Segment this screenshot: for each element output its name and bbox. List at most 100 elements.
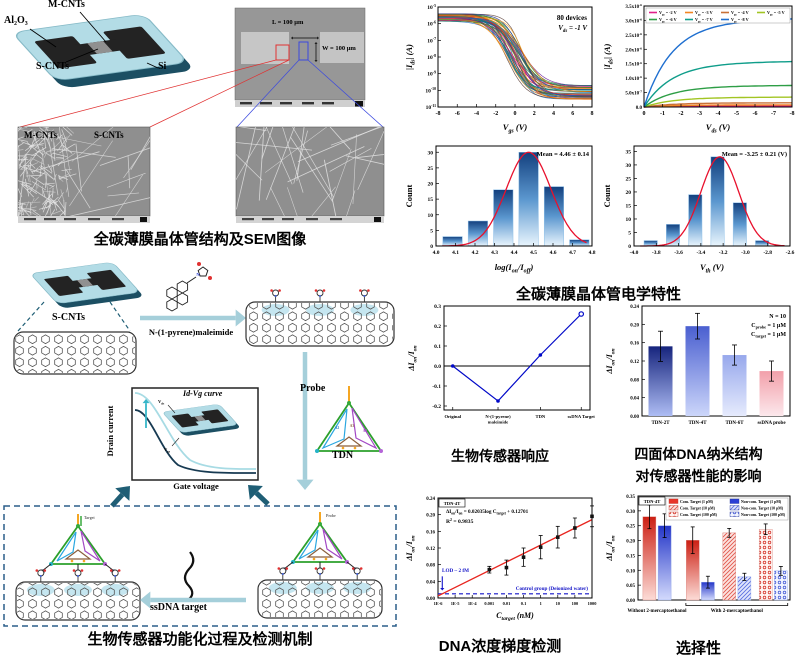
svg-text:Com. Target (100 pM): Com. Target (100 pM) [680,513,718,517]
svg-text:Vgs = -2 V: Vgs = -2 V [659,10,677,16]
channel-width-label: W = 100 μm [322,45,356,52]
svg-text:Vds (V): Vds (V) [706,122,731,134]
svg-text:3.5x10-6: 3.5x10-6 [625,3,642,10]
m-cnts-label: M-CNTs [48,0,85,10]
si-label: Si [158,61,167,72]
svg-text:-3: -3 [697,111,702,117]
svg-text:0.25: 0.25 [626,525,635,530]
svg-text:TDN-4T: TDN-4T [444,501,461,506]
svg-text:0.20: 0.20 [426,514,435,519]
svg-text:Vgs = -8 V: Vgs = -8 V [731,17,749,23]
svg-text:0.00: 0.00 [630,415,639,420]
svg-text:0.0: 0.0 [434,364,441,370]
svg-text:-3.6: -3.6 [674,250,683,256]
svg-text:N-(1-pyrene): N-(1-pyrene) [485,414,511,419]
svg-text:15: 15 [428,197,434,203]
svg-text:0.2: 0.2 [434,324,441,330]
svg-text:A4: A4 [363,429,368,433]
svg-text:With 2-mercaptoethanol: With 2-mercaptoethanol [711,609,764,614]
svg-text:Vgs = -5 V: Vgs = -5 V [767,10,785,16]
svg-text:-3.0: -3.0 [741,250,750,256]
svg-text:1E-4: 1E-4 [468,601,478,606]
schematic-artwork-panel: N Vds Vgs A2 A3 A4 Target Probe [3,7,397,627]
on-off-histogram-chart: 4.0 4.1 4.2 4.3 4.4 4.5 4.6 4.7 4.8 0 5 10 15 20 25 30 M… [402,140,598,284]
svg-text:0: 0 [643,111,646,117]
svg-text:TDN-4T: TDN-4T [644,499,661,504]
svg-text:2: 2 [533,111,536,117]
svg-text:0.30: 0.30 [626,510,635,515]
svg-text:10: 10 [626,217,632,223]
svg-text:1000: 1000 [588,601,598,606]
caption-tdn-line1: 四面体DNA纳米结构 [634,446,763,462]
svg-text:10-5: 10-5 [427,4,436,11]
svg-text:2.0x10-6: 2.0x10-6 [625,46,642,53]
svg-text:-4: -4 [716,111,721,117]
caption-selectivity: 选择性 [675,640,721,657]
svg-text:ΔIon/Ion: ΔIon/Ion [605,348,616,374]
svg-text:A2: A2 [335,426,340,430]
svg-text:Vgs = -3 V: Vgs = -3 V [695,10,713,16]
svg-text:1E-6: 1E-6 [434,601,444,606]
svg-text:-3.2: -3.2 [719,250,728,256]
svg-text:-2.6: -2.6 [786,250,795,256]
svg-text:4.4: 4.4 [511,250,518,256]
svg-text:4.7: 4.7 [569,250,576,256]
svg-text:Mean = 4.46 ± 0.14: Mean = 4.46 ± 0.14 [537,151,590,158]
svg-text:10: 10 [556,601,561,606]
svg-text:TDN-4T: TDN-4T [688,421,707,426]
svg-text:Vgs (V): Vgs (V) [503,122,528,134]
svg-text:5: 5 [430,228,433,234]
scheme-s-cnts-label: S-CNTs [52,312,85,323]
svg-text:0.0: 0.0 [636,106,643,111]
svg-text:0.1: 0.1 [521,601,527,606]
svg-text:0.16: 0.16 [426,530,435,535]
svg-text:0.16: 0.16 [630,342,639,347]
svg-text:10: 10 [428,213,434,219]
svg-text:Ctarget (nM): Ctarget (nM) [496,611,534,622]
svg-text:1: 1 [540,601,542,606]
svg-text:-3.4: -3.4 [696,250,705,256]
svg-text:0.08: 0.08 [630,378,639,383]
svg-text:Original: Original [444,414,461,419]
caption-tdn-line2: 对传感器性能的影响 [635,468,762,484]
svg-text:0.15: 0.15 [626,554,635,559]
concentration-chart: 1E-6 1E-5 1E-4 0.001 0.01 0.1 1 10 100 1000 0.00 0.… [402,490,598,638]
svg-text:5: 5 [628,230,631,236]
svg-text:0.08: 0.08 [426,564,435,569]
svg-text:ΔIon/Ion: ΔIon/Ion [605,535,616,561]
svg-text:N: N [196,272,200,277]
svg-text:R2 = 0.9835: R2 = 0.9835 [446,518,474,525]
svg-text:0.20: 0.20 [630,323,639,328]
svg-text:0.24: 0.24 [630,305,639,310]
caption-response: 生物传感器响应 [451,448,549,464]
svg-text:|Ids| (A): |Ids| (A) [602,43,614,69]
svg-text:0.04: 0.04 [630,397,639,402]
drain-current-axis-label: Drain current [105,405,115,457]
caption-structure-sem: 全碳薄膜晶体管结构及SEM图像 [93,231,307,248]
svg-text:Mean = -3.25 ± 0.21 (V): Mean = -3.25 ± 0.21 (V) [722,151,787,158]
svg-text:5.0x10-7: 5.0x10-7 [625,90,642,97]
s-cnts-label: S-CNTs [36,61,69,72]
svg-text:Without 2-mercaptoethanol: Without 2-mercaptoethanol [627,609,687,614]
svg-text:ssDNA probe: ssDNA probe [757,421,786,426]
channel-length-label: L = 100 μm [272,19,304,26]
svg-text:LOD ~ 2 fM: LOD ~ 2 fM [442,568,469,574]
selectivity-chart: 0.00 0.05 0.10 0.15 0.20 0.25 0.30 0.35 Com. Tar… [602,490,795,638]
svg-text:0.20: 0.20 [626,540,635,545]
ssdna-target-label: ssDNA target [150,602,207,613]
svg-text:TDN-6T: TDN-6T [725,421,744,426]
svg-text:-0.2: -0.2 [432,404,441,410]
svg-text:1.5x10-6: 1.5x10-6 [625,61,642,68]
tdn-label: TDN [332,450,354,461]
svg-text:ΔIon/Ion: ΔIon/Ion [405,535,416,561]
svg-text:4.6: 4.6 [550,250,557,256]
svg-text:3.0x10-6: 3.0x10-6 [625,18,642,25]
svg-text:100: 100 [572,601,579,606]
caption-mechanism: 生物传感器功能化过程及检测机制 [87,631,313,648]
svg-text:25: 25 [428,166,434,172]
svg-text:-0.1: -0.1 [432,384,441,390]
svg-text:N = 10: N = 10 [769,314,786,320]
transfer-curves-chart: -8 -6 -4 -2 0 2 4 6 8 10-5 10-6 10-7 10-8 10-9 10-10 10… [402,2,598,138]
svg-text:Count: Count [602,185,612,208]
svg-text:0.12: 0.12 [426,547,435,552]
